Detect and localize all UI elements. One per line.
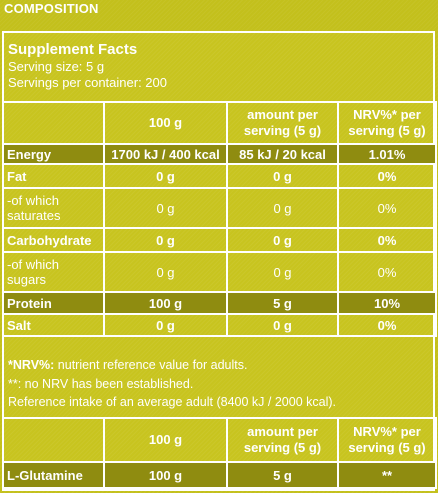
cell-nrv: 1.01% xyxy=(337,143,437,165)
header-per-100g-label: 100 g xyxy=(148,115,183,130)
header-nrv-line2: serving (5 g) xyxy=(348,123,426,138)
table-row-l-glutamine: L-Glutamine 100 g 5 g ** xyxy=(2,461,437,489)
footnote-no-nrv: **: no NRV has been established. xyxy=(8,376,194,391)
cell-per-100g: 0 g xyxy=(103,227,228,253)
row-label: L-Glutamine xyxy=(2,461,105,489)
cell-nrv: 0% xyxy=(337,251,437,293)
header-per-100g: 100 g xyxy=(103,101,228,145)
table-row-energy: Energy 1700 kJ / 400 kcal 85 kJ / 20 kca… xyxy=(2,143,437,165)
serving-size: Serving size: 5 g xyxy=(8,59,105,74)
row-label: Protein xyxy=(2,291,105,315)
row-label-line2: saturates xyxy=(7,208,61,223)
cell-nrv: ** xyxy=(337,461,437,489)
header-empty-cell xyxy=(2,101,105,145)
cell-per-100g: 1700 kJ / 400 kcal xyxy=(103,143,228,165)
cell-nrv: 0% xyxy=(337,163,437,189)
cell-per-serving: 5 g xyxy=(226,291,339,315)
header-amount-per-serving: amount per serving (5 g) xyxy=(226,101,339,145)
cell-per-serving: 5 g xyxy=(226,461,339,489)
table-row-protein: Protein 100 g 5 g 10% xyxy=(2,291,437,315)
header-nrv-per-serving: NRV%* per serving (5 g) xyxy=(337,101,437,145)
row-label-line1: -of which xyxy=(7,193,60,208)
header-amount-per-serving: amount per serving (5 g) xyxy=(226,417,339,463)
section-title: COMPOSITION xyxy=(4,1,99,16)
facts-title: Supplement Facts xyxy=(8,41,138,58)
cell-per-100g: 0 g xyxy=(103,187,228,229)
header-amount-line2: serving (5 g) xyxy=(243,123,322,138)
row-label-line1: -of which xyxy=(7,257,60,272)
cell-nrv: 0% xyxy=(337,313,437,337)
ingredient-table: 100 g amount per serving (5 g) NRV%* per… xyxy=(2,417,437,489)
cell-per-serving: 85 kJ / 20 kcal xyxy=(226,143,339,165)
row-label: Fat xyxy=(2,163,105,189)
table-row-saturates: -of which saturates 0 g 0 g 0% xyxy=(2,187,437,229)
cell-nrv: 0% xyxy=(337,187,437,229)
row-label: -of which sugars xyxy=(2,251,105,293)
footnote-nrv: *NRV%: nutrient reference value for adul… xyxy=(8,356,428,375)
cell-nrv: 0% xyxy=(337,227,437,253)
header-nrv-line1: NRV%* per xyxy=(353,424,421,439)
table-row-salt: Salt 0 g 0 g 0% xyxy=(2,313,437,337)
header-empty-cell xyxy=(2,417,105,463)
cell-nrv: 10% xyxy=(337,291,437,315)
facts-header: Supplement Facts Serving size: 5 g Servi… xyxy=(8,41,428,91)
cell-per-serving: 0 g xyxy=(226,313,339,337)
table-row-sugars: -of which sugars 0 g 0 g 0% xyxy=(2,251,437,293)
row-label: Carbohydrate xyxy=(2,227,105,253)
supplement-facts-panel: Supplement Facts Serving size: 5 g Servi… xyxy=(2,31,437,491)
cell-per-serving: 0 g xyxy=(226,251,339,293)
header-amount-line1: amount per xyxy=(247,424,318,439)
table-row-carbohydrate: Carbohydrate 0 g 0 g 0% xyxy=(2,227,437,253)
header-amount-line2: serving (5 g) xyxy=(243,440,322,455)
cell-per-100g: 100 g xyxy=(103,291,228,315)
cell-per-serving: 0 g xyxy=(226,163,339,189)
cell-per-100g: 100 g xyxy=(103,461,228,489)
header-amount-line1: amount per xyxy=(247,107,318,122)
footnote-reference-intake: Reference intake of an average adult (84… xyxy=(8,395,336,409)
row-label: Salt xyxy=(2,313,105,337)
header-per-100g: 100 g xyxy=(103,417,228,463)
servings-per-container: Servings per container: 200 xyxy=(8,75,167,90)
cell-per-serving: 0 g xyxy=(226,187,339,229)
ingredient-header-row: 100 g amount per serving (5 g) NRV%* per… xyxy=(2,417,437,463)
footnote-nrv-term: *NRV%: xyxy=(8,358,55,372)
header-nrv-per-serving: NRV%* per serving (5 g) xyxy=(337,417,437,463)
cell-per-100g: 0 g xyxy=(103,163,228,189)
table-row-fat: Fat 0 g 0 g 0% xyxy=(2,163,437,189)
nutrition-header-row: 100 g amount per serving (5 g) NRV%* per… xyxy=(2,101,437,145)
row-label: Energy xyxy=(2,143,105,165)
footnotes: *NRV%: nutrient reference value for adul… xyxy=(8,356,428,412)
cell-per-100g: 0 g xyxy=(103,251,228,293)
nutrition-table: 100 g amount per serving (5 g) NRV%* per… xyxy=(2,101,437,337)
row-label-line2: sugars xyxy=(7,272,47,287)
cell-per-serving: 0 g xyxy=(226,227,339,253)
cell-per-100g: 0 g xyxy=(103,313,228,337)
header-nrv-line1: NRV%* per xyxy=(353,107,421,122)
footnote-nrv-definition: nutrient reference value for adults. xyxy=(54,358,248,372)
row-label: -of which saturates xyxy=(2,187,105,229)
header-nrv-line2: serving (5 g) xyxy=(348,440,426,455)
